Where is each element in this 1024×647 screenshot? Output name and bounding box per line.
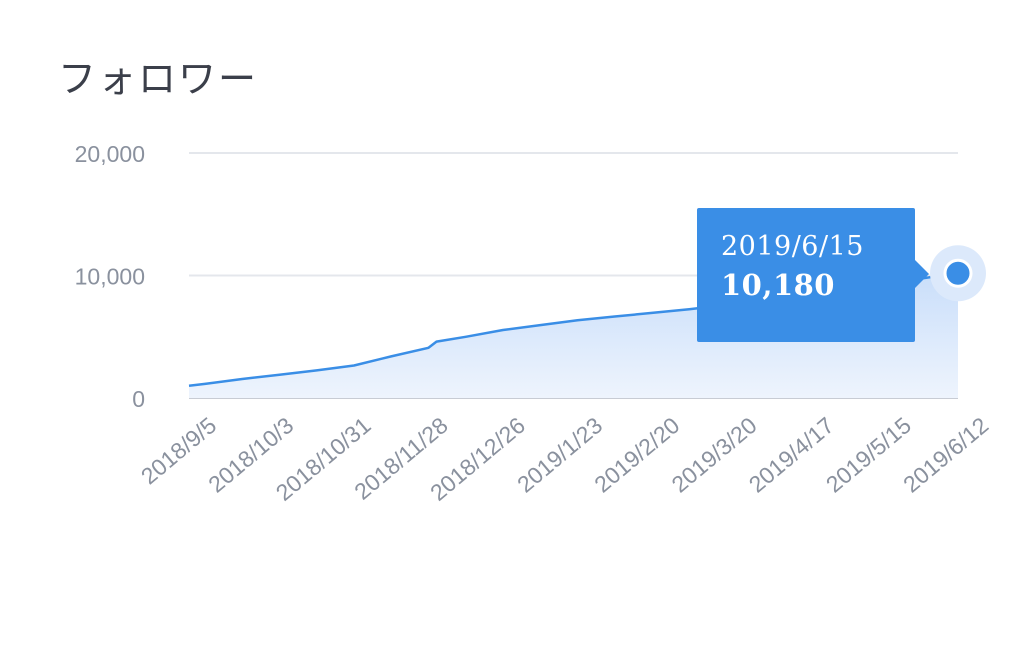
x-tick-label: 2019/4/17 (744, 412, 839, 498)
y-axis-ticks: 0 10,000 20,000 (75, 141, 145, 412)
y-tick-label: 0 (132, 386, 145, 412)
y-tick-label: 20,000 (75, 141, 145, 167)
tooltip-date: 2019/6/15 (721, 231, 864, 262)
tooltip-arrow (915, 260, 929, 288)
x-axis-ticks: 2018/9/52018/10/32018/10/312018/11/28201… (136, 412, 993, 506)
chart-title: フォロワー (58, 57, 259, 101)
hover-point[interactable] (943, 258, 973, 288)
tooltip-value: 10,180 (721, 268, 835, 302)
x-tick-label: 2019/1/23 (512, 412, 607, 498)
y-tick-label: 10,000 (75, 264, 145, 290)
x-tick-label: 2019/6/12 (898, 412, 993, 498)
hover-marker[interactable] (930, 245, 986, 302)
x-tick-label: 2019/2/20 (589, 412, 684, 498)
x-tick-label: 2019/3/20 (667, 412, 762, 498)
x-tick-label: 2019/5/15 (821, 412, 916, 498)
data-tooltip: 2019/6/15 10,180 (697, 208, 929, 342)
